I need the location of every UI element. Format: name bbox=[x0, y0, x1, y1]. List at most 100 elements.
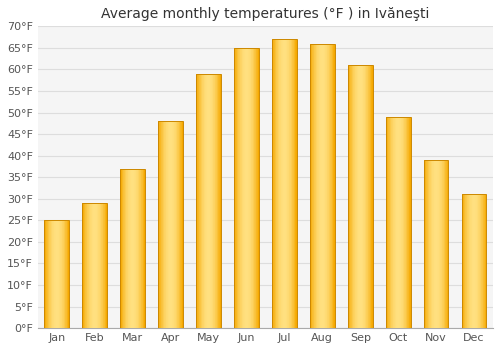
Bar bbox=[135, 169, 136, 328]
Bar bbox=[424, 160, 425, 328]
Bar bbox=[44, 220, 69, 328]
Bar bbox=[206, 74, 208, 328]
Bar bbox=[126, 169, 127, 328]
Bar bbox=[470, 195, 471, 328]
Bar bbox=[105, 203, 106, 328]
Bar bbox=[159, 121, 160, 328]
Bar bbox=[352, 65, 353, 328]
Bar bbox=[58, 220, 59, 328]
Bar bbox=[315, 43, 316, 328]
Bar bbox=[398, 117, 399, 328]
Bar bbox=[258, 48, 259, 328]
Bar bbox=[468, 195, 469, 328]
Bar bbox=[56, 220, 57, 328]
Bar bbox=[244, 48, 245, 328]
Bar bbox=[447, 160, 448, 328]
Bar bbox=[400, 117, 402, 328]
Bar bbox=[285, 39, 286, 328]
Bar bbox=[140, 169, 141, 328]
Bar bbox=[446, 160, 447, 328]
Bar bbox=[360, 65, 361, 328]
Bar bbox=[139, 169, 140, 328]
Bar bbox=[368, 65, 369, 328]
Bar bbox=[322, 43, 323, 328]
Bar bbox=[175, 121, 176, 328]
Bar bbox=[331, 43, 332, 328]
Bar bbox=[394, 117, 395, 328]
Bar bbox=[200, 74, 201, 328]
Bar bbox=[178, 121, 179, 328]
Bar bbox=[128, 169, 129, 328]
Bar bbox=[311, 43, 312, 328]
Bar bbox=[174, 121, 175, 328]
Bar bbox=[366, 65, 367, 328]
Bar bbox=[434, 160, 435, 328]
Bar bbox=[214, 74, 216, 328]
Bar bbox=[365, 65, 366, 328]
Bar bbox=[252, 48, 253, 328]
Bar bbox=[82, 203, 83, 328]
Bar bbox=[62, 220, 63, 328]
Bar bbox=[312, 43, 313, 328]
Bar bbox=[367, 65, 368, 328]
Bar bbox=[170, 121, 171, 328]
Bar bbox=[181, 121, 182, 328]
Bar bbox=[294, 39, 295, 328]
Bar bbox=[348, 65, 372, 328]
Bar bbox=[405, 117, 406, 328]
Bar bbox=[310, 43, 311, 328]
Bar bbox=[292, 39, 293, 328]
Bar bbox=[60, 220, 61, 328]
Bar bbox=[165, 121, 166, 328]
Bar bbox=[395, 117, 396, 328]
Bar bbox=[283, 39, 284, 328]
Bar bbox=[134, 169, 135, 328]
Bar bbox=[122, 169, 123, 328]
Bar bbox=[278, 39, 279, 328]
Bar bbox=[130, 169, 131, 328]
Bar bbox=[93, 203, 94, 328]
Bar bbox=[481, 195, 482, 328]
Bar bbox=[440, 160, 441, 328]
Bar bbox=[182, 121, 183, 328]
Bar bbox=[485, 195, 486, 328]
Bar bbox=[277, 39, 278, 328]
Bar bbox=[100, 203, 101, 328]
Bar bbox=[316, 43, 317, 328]
Bar bbox=[279, 39, 280, 328]
Bar bbox=[287, 39, 288, 328]
Bar bbox=[313, 43, 314, 328]
Bar bbox=[473, 195, 474, 328]
Bar bbox=[391, 117, 392, 328]
Bar bbox=[63, 220, 64, 328]
Bar bbox=[245, 48, 246, 328]
Bar bbox=[88, 203, 89, 328]
Title: Average monthly temperatures (°F ) in Ivăneşti: Average monthly temperatures (°F ) in Iv… bbox=[101, 7, 430, 21]
Bar bbox=[241, 48, 242, 328]
Bar bbox=[91, 203, 92, 328]
Bar bbox=[444, 160, 445, 328]
Bar bbox=[47, 220, 48, 328]
Bar bbox=[326, 43, 328, 328]
Bar bbox=[463, 195, 464, 328]
Bar bbox=[351, 65, 352, 328]
Bar bbox=[284, 39, 285, 328]
Bar bbox=[65, 220, 66, 328]
Bar bbox=[425, 160, 426, 328]
Bar bbox=[127, 169, 128, 328]
Bar bbox=[465, 195, 466, 328]
Bar bbox=[211, 74, 212, 328]
Bar bbox=[205, 74, 206, 328]
Bar bbox=[137, 169, 138, 328]
Bar bbox=[237, 48, 238, 328]
Bar bbox=[219, 74, 220, 328]
Bar bbox=[431, 160, 432, 328]
Bar bbox=[314, 43, 315, 328]
Bar bbox=[406, 117, 407, 328]
Bar bbox=[243, 48, 244, 328]
Bar bbox=[445, 160, 446, 328]
Bar bbox=[362, 65, 364, 328]
Bar bbox=[472, 195, 473, 328]
Bar bbox=[282, 39, 283, 328]
Bar bbox=[430, 160, 431, 328]
